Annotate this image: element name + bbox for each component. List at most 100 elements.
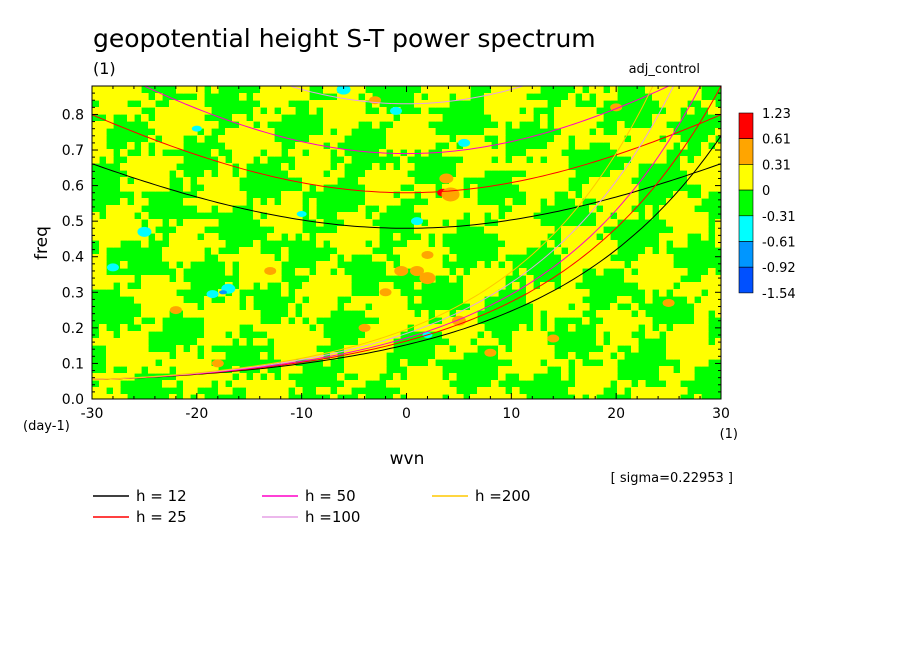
field-cell [673, 86, 681, 94]
field-cell [540, 331, 548, 339]
field-cell [295, 387, 303, 395]
field-cell [435, 366, 443, 374]
field-cell [428, 261, 436, 269]
field-cell [379, 359, 387, 367]
field-cell [491, 338, 499, 346]
field-cell [239, 191, 247, 199]
field-cell [190, 128, 198, 136]
spectral-peak [336, 86, 351, 95]
field-cell [183, 366, 191, 374]
spectral-peak [296, 211, 307, 218]
field-cell [246, 121, 254, 129]
field-cell [162, 254, 170, 262]
field-cell [484, 100, 492, 108]
field-cell [386, 310, 394, 318]
field-cell [393, 317, 401, 325]
field-cell [183, 121, 191, 129]
field-cell [323, 107, 331, 115]
field-cell [631, 212, 639, 220]
field-cell [106, 219, 114, 227]
field-cell [393, 198, 401, 206]
field-cell [687, 219, 695, 227]
field-cell [169, 282, 177, 290]
field-cell [491, 100, 499, 108]
field-cell [316, 261, 324, 269]
field-cell [197, 247, 205, 255]
field-cell [211, 324, 219, 332]
field-cell [225, 373, 233, 381]
field-cell [673, 352, 681, 360]
field-cell [274, 275, 282, 283]
field-cell [148, 100, 156, 108]
field-cell [652, 331, 660, 339]
field-cell [715, 233, 721, 241]
field-cell [274, 233, 282, 241]
field-cell [106, 100, 114, 108]
field-cell [652, 121, 660, 129]
field-cell [197, 226, 205, 234]
field-cell [519, 324, 527, 332]
field-cell [141, 338, 149, 346]
field-cell [99, 107, 107, 115]
field-cell [190, 387, 198, 395]
field-cell [218, 135, 226, 143]
field-cell [708, 177, 716, 185]
field-cell [582, 233, 590, 241]
field-cell [596, 254, 604, 262]
field-cell [652, 394, 660, 399]
field-cell [134, 191, 142, 199]
field-cell [99, 121, 107, 129]
field-cell [365, 352, 373, 360]
field-cell [197, 394, 205, 399]
field-cell [498, 352, 506, 360]
field-cell [554, 296, 562, 304]
field-cell [197, 191, 205, 199]
field-cell [575, 366, 583, 374]
field-cell [127, 359, 135, 367]
field-cell [316, 240, 324, 248]
field-cell [554, 184, 562, 192]
field-cell [561, 373, 569, 381]
field-cell [673, 268, 681, 276]
field-cell [239, 282, 247, 290]
field-cell [575, 128, 583, 136]
field-cell [379, 352, 387, 360]
legend-label: h = 50 [305, 487, 356, 505]
field-cell [288, 366, 296, 374]
field-cell [421, 121, 429, 129]
field-cell [575, 380, 583, 388]
field-cell [372, 254, 380, 262]
field-cell [435, 394, 443, 399]
field-cell [575, 373, 583, 381]
field-cell [442, 380, 450, 388]
field-cell [365, 296, 373, 304]
field-cell [106, 338, 114, 346]
field-cell [127, 226, 135, 234]
field-cell [568, 114, 576, 122]
field-cell [386, 331, 394, 339]
field-cell [666, 338, 674, 346]
field-cell [190, 366, 198, 374]
field-cell [176, 275, 184, 283]
field-cell [309, 282, 317, 290]
field-cell [610, 191, 618, 199]
field-cell [176, 156, 184, 164]
field-cell [162, 107, 170, 115]
field-cell [393, 380, 401, 388]
field-cell [386, 177, 394, 185]
field-cell [211, 310, 219, 318]
field-cell [547, 282, 555, 290]
field-cell [162, 296, 170, 304]
field-cell [694, 310, 702, 318]
field-cell [218, 240, 226, 248]
dispersion-curve-meridional [92, 114, 721, 194]
field-cell [554, 114, 562, 122]
field-cell [267, 93, 275, 101]
field-cell [407, 394, 415, 399]
field-cell [155, 303, 163, 311]
field-cell [694, 156, 702, 164]
field-cell [253, 142, 261, 150]
field-cell [407, 149, 415, 157]
field-cell [470, 310, 478, 318]
field-cell [603, 205, 611, 213]
